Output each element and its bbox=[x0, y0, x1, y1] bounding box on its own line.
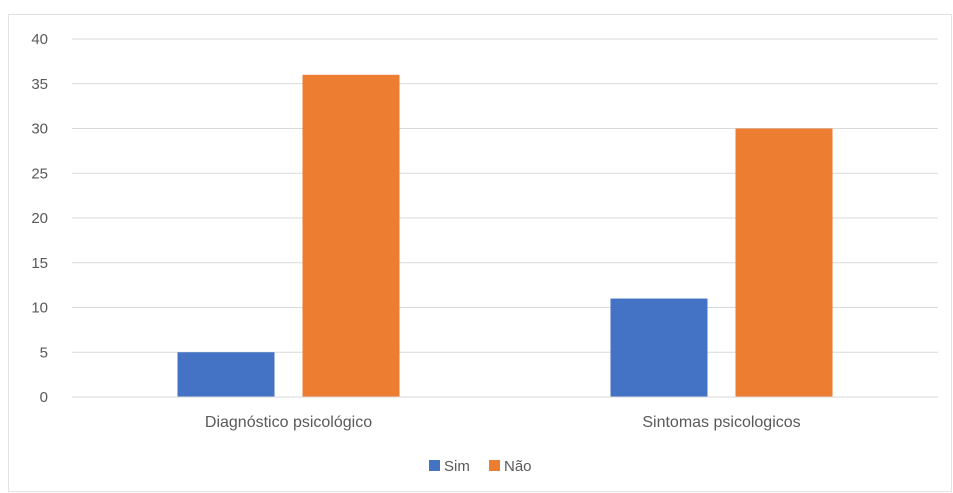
bar-n-o-0 bbox=[302, 74, 400, 398]
category-label: Diagnóstico psicológico bbox=[205, 414, 372, 431]
legend-label-1: Não bbox=[504, 458, 532, 475]
y-tick-label: 15 bbox=[31, 255, 48, 272]
y-tick-label: 20 bbox=[31, 210, 48, 227]
legend: Sim Não bbox=[429, 458, 532, 475]
bar-sim-0 bbox=[177, 352, 275, 397]
legend-swatch-1 bbox=[489, 460, 500, 471]
bar-n-o-1 bbox=[735, 128, 833, 397]
y-tick-label: 5 bbox=[40, 344, 48, 361]
bars bbox=[177, 74, 833, 398]
y-tick-label: 30 bbox=[31, 121, 48, 138]
category-label: Sintomas psicologicos bbox=[642, 414, 800, 431]
y-axis-tick-labels: 0 5 10 15 20 25 30 35 40 bbox=[31, 31, 48, 406]
legend-swatch-0 bbox=[429, 460, 440, 471]
category-labels: Diagnóstico psicológico Sintomas psicolog… bbox=[205, 414, 801, 431]
y-tick-label: 25 bbox=[31, 165, 48, 182]
y-tick-label: 10 bbox=[31, 300, 48, 317]
y-tick-label: 35 bbox=[31, 76, 48, 93]
legend-label-0: Sim bbox=[444, 458, 470, 475]
bar-sim-1 bbox=[610, 298, 708, 397]
y-tick-label: 0 bbox=[40, 389, 48, 406]
y-tick-label: 40 bbox=[31, 31, 48, 48]
